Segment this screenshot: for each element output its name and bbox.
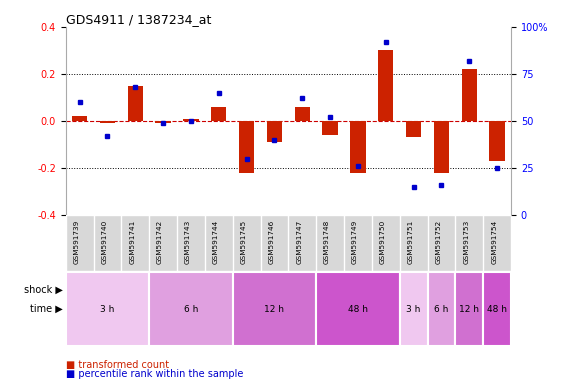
- Bar: [66, 272, 149, 346]
- Text: GSM591746: GSM591746: [268, 220, 275, 264]
- Text: GDS4911 / 1387234_at: GDS4911 / 1387234_at: [66, 13, 211, 26]
- Text: control: control: [425, 285, 459, 295]
- Text: traumatic brain injury: traumatic brain injury: [166, 285, 272, 295]
- Text: GSM591744: GSM591744: [213, 220, 219, 264]
- Text: GSM591753: GSM591753: [463, 220, 469, 264]
- Text: GSM591739: GSM591739: [74, 220, 79, 264]
- Bar: [155, 121, 171, 123]
- Bar: [378, 50, 393, 121]
- Bar: [434, 121, 449, 173]
- Bar: [456, 272, 483, 346]
- Text: GSM591748: GSM591748: [324, 220, 330, 264]
- Bar: [323, 121, 338, 135]
- Text: GSM591742: GSM591742: [157, 220, 163, 264]
- Text: 3 h: 3 h: [100, 305, 115, 314]
- Text: GSM591754: GSM591754: [491, 220, 497, 264]
- Text: 12 h: 12 h: [264, 305, 284, 314]
- Bar: [295, 107, 310, 121]
- Text: 6 h: 6 h: [435, 305, 449, 314]
- Text: GSM591745: GSM591745: [240, 220, 247, 264]
- Text: GSM591749: GSM591749: [352, 220, 358, 264]
- Bar: [406, 121, 421, 137]
- Bar: [489, 121, 505, 161]
- Bar: [211, 107, 227, 121]
- Bar: [316, 272, 400, 346]
- Text: 48 h: 48 h: [487, 305, 507, 314]
- Text: GSM591740: GSM591740: [102, 220, 107, 264]
- Bar: [127, 86, 143, 121]
- Text: GSM591741: GSM591741: [129, 220, 135, 264]
- Bar: [372, 271, 511, 308]
- Text: 12 h: 12 h: [459, 305, 479, 314]
- Bar: [428, 272, 456, 346]
- Bar: [66, 271, 372, 308]
- Bar: [400, 272, 428, 346]
- Text: 6 h: 6 h: [184, 305, 198, 314]
- Text: GSM591752: GSM591752: [436, 220, 441, 264]
- Text: 3 h: 3 h: [407, 305, 421, 314]
- Text: time ▶: time ▶: [30, 304, 63, 314]
- Text: shock ▶: shock ▶: [24, 285, 63, 295]
- Text: 48 h: 48 h: [348, 305, 368, 314]
- Text: GSM591751: GSM591751: [408, 220, 413, 264]
- Bar: [183, 119, 199, 121]
- Text: GSM591747: GSM591747: [296, 220, 302, 264]
- Text: GSM591743: GSM591743: [185, 220, 191, 264]
- Bar: [233, 272, 316, 346]
- Bar: [267, 121, 282, 142]
- Text: ■ percentile rank within the sample: ■ percentile rank within the sample: [66, 369, 243, 379]
- Bar: [483, 272, 511, 346]
- Text: GSM591750: GSM591750: [380, 220, 386, 264]
- Bar: [100, 121, 115, 123]
- Bar: [461, 69, 477, 121]
- Bar: [239, 121, 254, 173]
- Bar: [72, 116, 87, 121]
- Text: ■ transformed count: ■ transformed count: [66, 360, 169, 370]
- Bar: [350, 121, 365, 173]
- Bar: [149, 272, 233, 346]
